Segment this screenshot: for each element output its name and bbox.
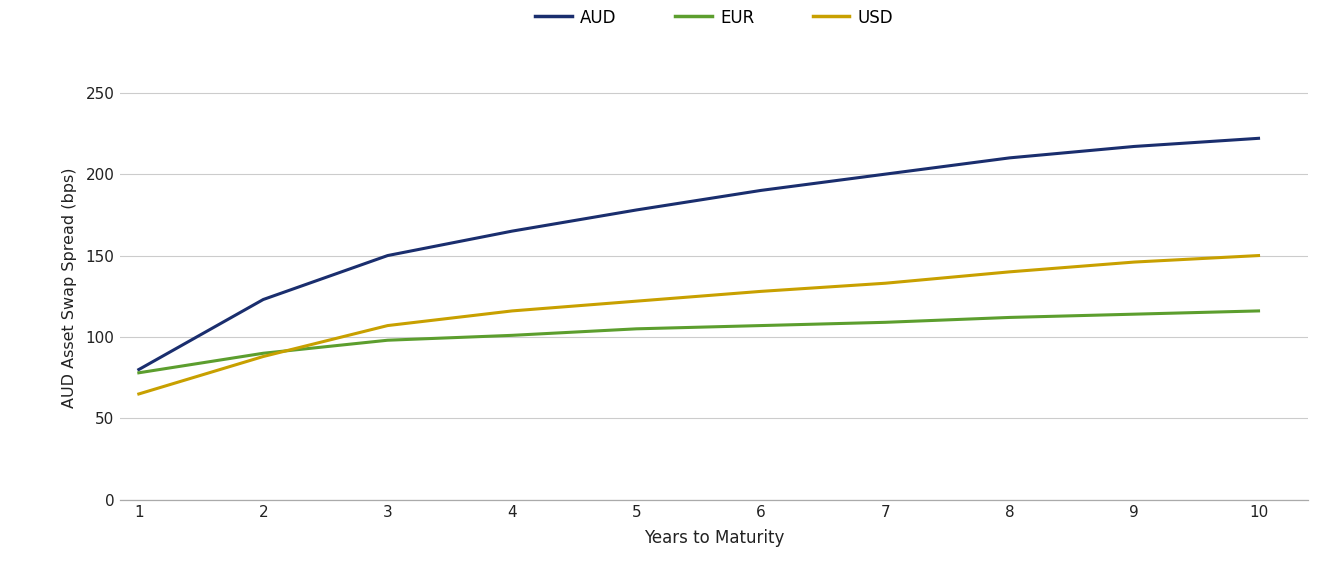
EUR [379, 337, 395, 344]
Line: AUD: AUD [139, 138, 1259, 369]
USD [629, 298, 645, 305]
EUR [1001, 314, 1017, 321]
AUD [1251, 135, 1267, 142]
USD [505, 308, 521, 315]
AUD [505, 228, 521, 235]
AUD [753, 187, 769, 194]
AUD [255, 296, 271, 303]
Y-axis label: AUD Asset Swap Spread (bps): AUD Asset Swap Spread (bps) [63, 168, 77, 409]
EUR [131, 369, 147, 376]
USD [379, 322, 395, 329]
EUR [877, 319, 893, 326]
USD [753, 288, 769, 295]
EUR [629, 325, 645, 332]
EUR [255, 350, 271, 357]
AUD [629, 206, 645, 213]
AUD [379, 252, 395, 259]
USD [255, 353, 271, 360]
AUD [1001, 154, 1017, 161]
USD [1001, 268, 1017, 275]
USD [131, 390, 147, 397]
USD [1127, 259, 1143, 266]
EUR [753, 322, 769, 329]
EUR [505, 332, 521, 339]
USD [877, 280, 893, 287]
USD [1251, 252, 1267, 259]
Legend: AUD, EUR, USD: AUD, EUR, USD [535, 9, 893, 26]
AUD [1127, 143, 1143, 150]
EUR [1251, 308, 1267, 315]
AUD [877, 171, 893, 178]
AUD [131, 366, 147, 373]
Line: USD: USD [139, 256, 1259, 394]
EUR [1127, 310, 1143, 318]
Line: EUR: EUR [139, 311, 1259, 373]
X-axis label: Years to Maturity: Years to Maturity [643, 529, 785, 547]
